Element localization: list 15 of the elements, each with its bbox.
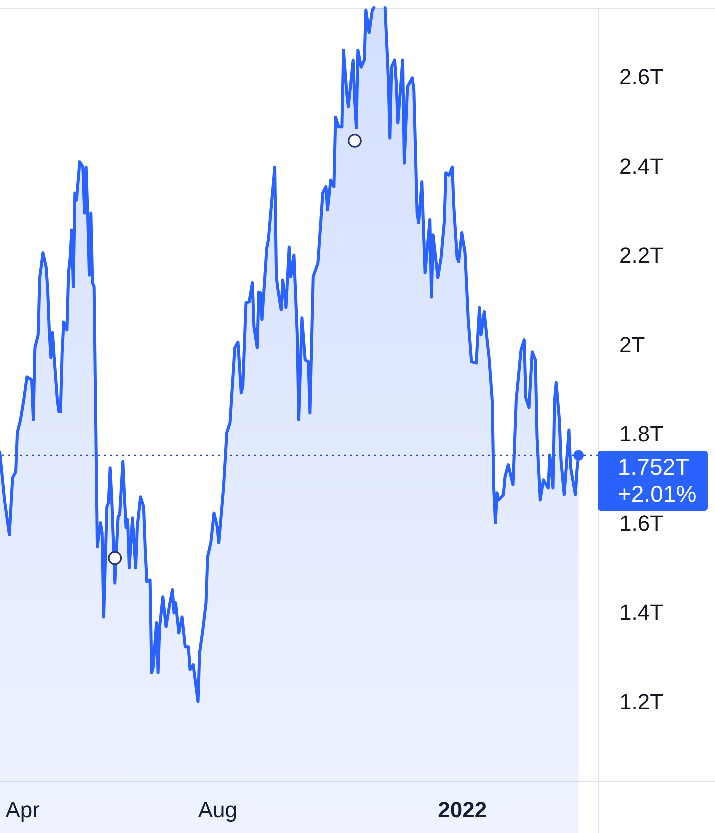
y-tick-label: 1.2T xyxy=(620,690,664,715)
y-tick-label: 2.6T xyxy=(620,64,664,90)
y-tick-label: 1.6T xyxy=(620,510,664,536)
y-tick-label: 2.2T xyxy=(620,243,664,268)
x-tick-label: Aug xyxy=(198,798,238,822)
point xyxy=(348,134,362,148)
x-tick-label: 2022 xyxy=(438,798,488,822)
point xyxy=(574,450,584,461)
y-tick-label: 2.4T xyxy=(620,154,664,179)
y-tick-label: 1.8T xyxy=(620,422,664,447)
x-tick-label: Apr xyxy=(6,798,40,822)
y-tick-label: 2T xyxy=(620,332,646,358)
y-tick-label: 1.4T xyxy=(620,600,664,626)
point xyxy=(108,551,122,566)
ref-line-label: 1.752T +2.01% xyxy=(598,450,708,511)
